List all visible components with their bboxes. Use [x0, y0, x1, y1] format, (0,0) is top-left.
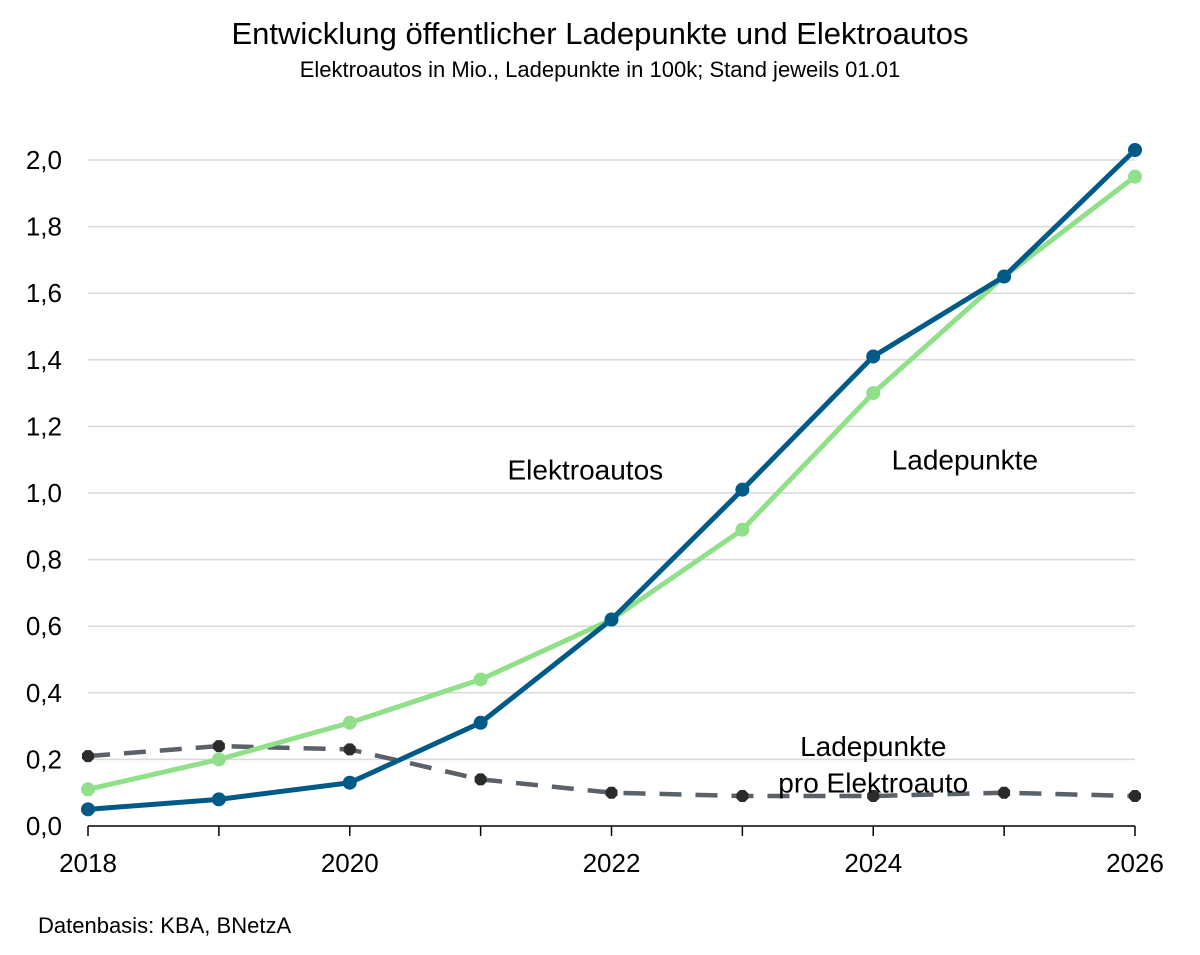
y-axis-ticks: 0,0 0,2 0,4 0,6 0,8 1,0 1,2 1,4 1,6 1,8 2,0	[26, 145, 62, 841]
data-point	[343, 743, 356, 756]
y-tick-label: 1,6	[26, 278, 62, 308]
data-point	[736, 790, 749, 802]
y-tick-label: 0,8	[26, 545, 62, 575]
data-point	[866, 386, 881, 401]
data-point	[867, 790, 880, 802]
data-point	[473, 672, 488, 687]
data-point	[211, 752, 226, 767]
x-tick-label: 2020	[321, 848, 379, 878]
annotation-label: Elektroautos	[508, 455, 664, 486]
series-line	[87, 743, 1136, 799]
data-point	[735, 482, 750, 497]
data-point	[1129, 790, 1141, 802]
data-point	[866, 349, 881, 364]
y-tick-label: 1,0	[26, 478, 62, 508]
data-point	[1128, 169, 1142, 184]
data-point	[212, 740, 225, 753]
source-note: Datenbasis: KBA, BNetzA	[38, 913, 292, 938]
x-tick-label: 2018	[59, 848, 117, 878]
data-point	[81, 802, 95, 817]
annotation-label: Ladepunkte	[892, 445, 1038, 476]
data-point	[1128, 143, 1142, 158]
chart-subtitle: Elektroautos in Mio., Ladepunkte in 100k…	[299, 57, 901, 82]
line-chart: 0,00,20,40,60,81,01,21,41,61,82,0 2018 20…	[26, 143, 1164, 878]
x-tick-label: 2024	[844, 848, 902, 878]
data-point	[82, 750, 94, 763]
data-point	[997, 269, 1012, 284]
annotations: Elektroautos Ladepunkte Ladepunkte pro Elek…	[508, 445, 1039, 799]
x-tick-label: 2026	[1106, 848, 1164, 878]
data-point	[735, 522, 750, 537]
x-tick-label: 2022	[583, 848, 641, 878]
y-tick-label: 0,2	[26, 744, 62, 774]
y-tick-label: 1,2	[26, 411, 62, 441]
data-point	[604, 612, 619, 627]
series-group	[81, 143, 1142, 817]
x-axis: 2018 2020 2022 2024 2026	[59, 825, 1164, 878]
data-point	[342, 775, 357, 790]
data-point	[605, 786, 618, 799]
data-point	[211, 792, 226, 807]
data-point	[474, 773, 487, 786]
y-tick-label: 0,0	[26, 811, 62, 841]
data-point	[473, 715, 488, 730]
series-ladepunkte-pro-elektroauto	[82, 740, 1141, 802]
data-point	[342, 715, 357, 730]
annotation-label: Ladepunkte	[800, 731, 946, 762]
y-tick-label: 1,4	[26, 345, 62, 375]
data-point	[998, 786, 1011, 799]
annotation-label: pro Elektroauto	[778, 768, 968, 799]
series-elektroautos	[81, 143, 1142, 817]
y-tick-label: 0,4	[26, 678, 62, 708]
data-point	[81, 782, 95, 797]
chart-title: Entwicklung öffentlicher Ladepunkte und …	[231, 16, 969, 51]
y-tick-label: 1,8	[26, 212, 62, 242]
y-tick-label: 2,0	[26, 145, 62, 175]
y-tick-label: 0,6	[26, 611, 62, 641]
